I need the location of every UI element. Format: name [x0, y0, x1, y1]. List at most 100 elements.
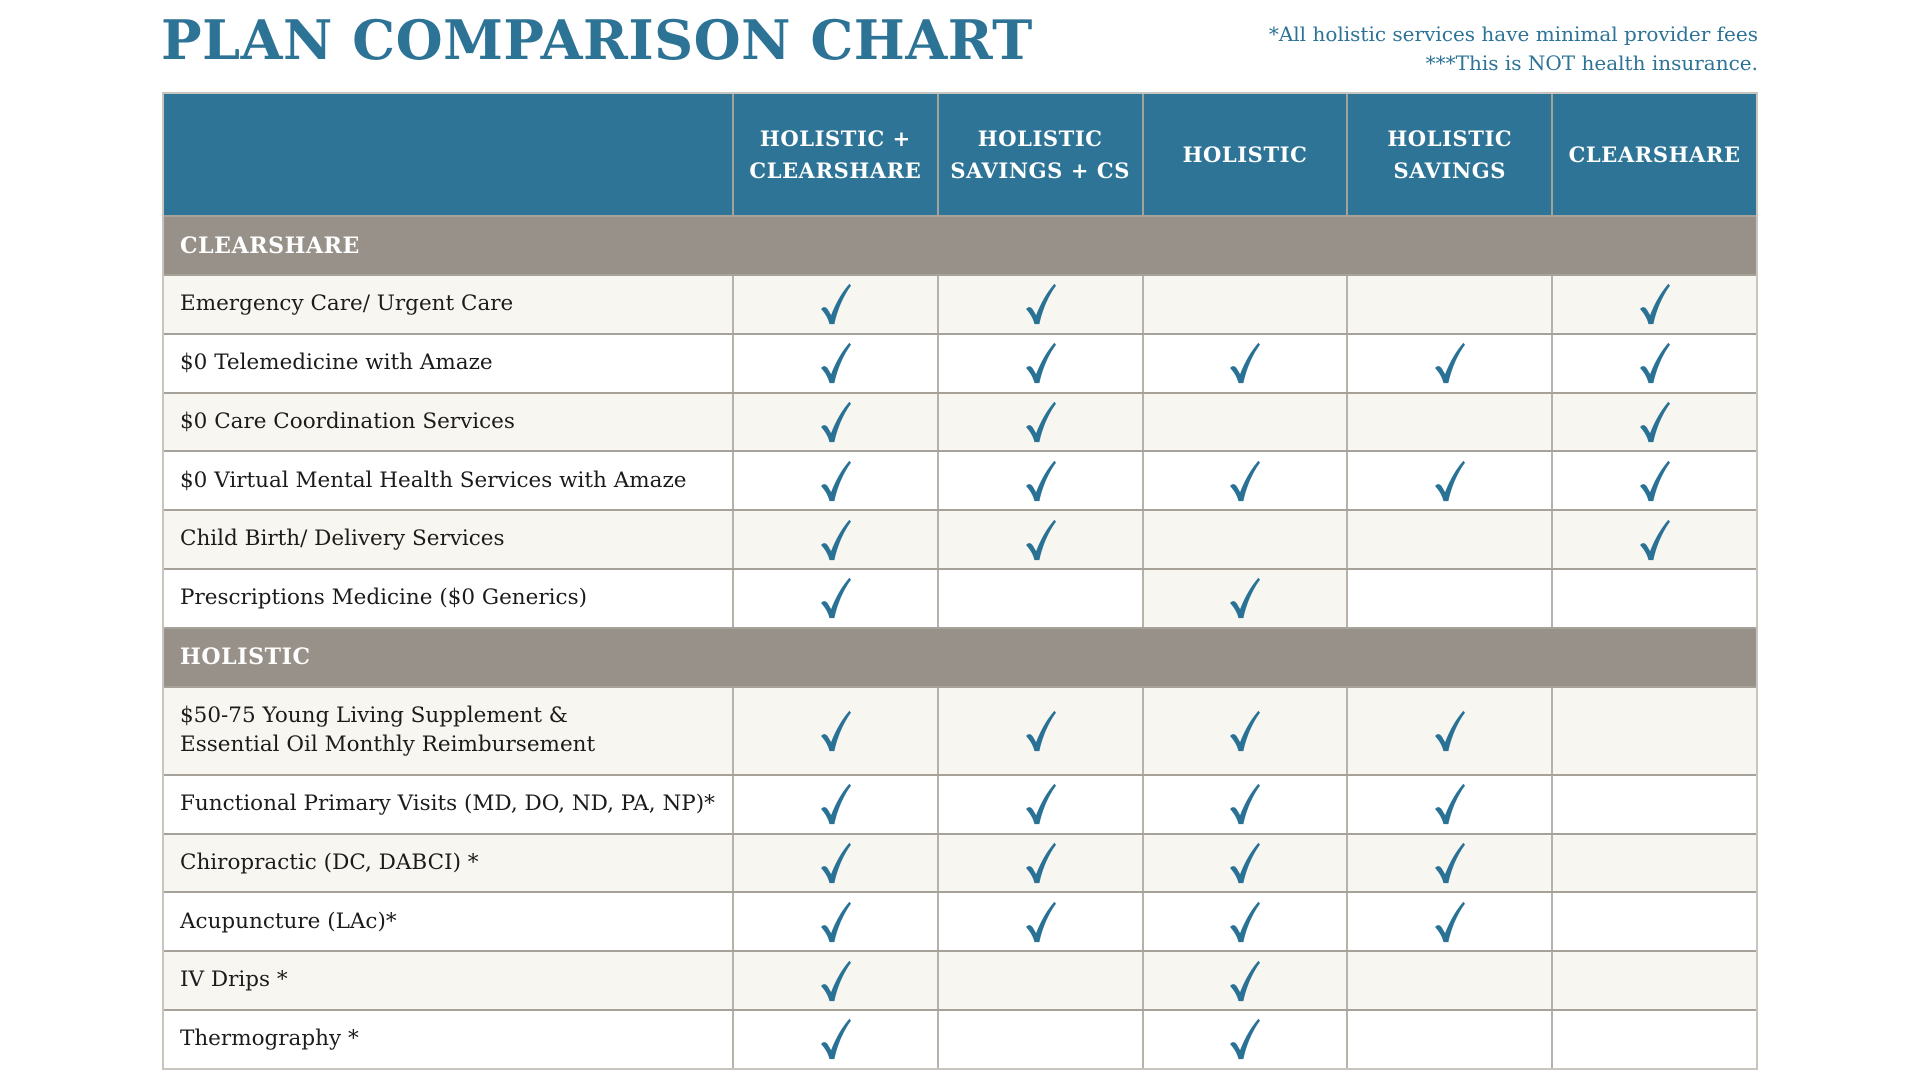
section-header-holistic: HOLISTIC — [164, 626, 1756, 686]
check-cell — [732, 452, 937, 510]
row-label: $0 Care Coordination Services — [180, 408, 515, 434]
check-icon — [1640, 460, 1671, 501]
check-icon — [820, 960, 851, 1001]
check-icon — [820, 284, 851, 325]
check-cell — [936, 569, 1142, 627]
check-icon — [1230, 960, 1261, 1001]
check-cell — [936, 834, 1142, 892]
disclaimer-notes: *All holistic services have minimal prov… — [1269, 20, 1758, 78]
table-row: Chiropractic (DC, DABCI) * — [164, 832, 1756, 892]
check-cell — [936, 334, 1142, 392]
check-cell — [1141, 834, 1347, 892]
check-cell — [1346, 687, 1551, 774]
check-cell — [936, 687, 1142, 774]
check-cell — [732, 1010, 937, 1068]
check-icon — [1435, 901, 1466, 942]
check-icon — [820, 401, 851, 443]
check-cell — [1551, 334, 1756, 392]
row-label: Child Birth/ Delivery Services — [180, 526, 505, 552]
table-row: $0 Telemedicine with Amaze — [164, 332, 1756, 392]
check-icon — [1025, 401, 1056, 443]
check-cell — [732, 834, 937, 892]
check-cell — [936, 452, 1142, 510]
check-cell — [732, 276, 937, 333]
check-icon — [1230, 842, 1261, 884]
check-cell — [732, 687, 937, 774]
row-label: $0 Telemedicine with Amaze — [180, 350, 493, 375]
check-icon — [1230, 342, 1261, 384]
check-icon — [820, 783, 851, 825]
row-label: Prescriptions Medicine ($0 Generics) — [180, 585, 587, 611]
check-icon — [1435, 460, 1466, 501]
table-row: $0 Virtual Mental Health Services with A… — [164, 450, 1756, 510]
column-header-holistic: HOLISTIC — [1141, 94, 1347, 215]
check-icon — [1435, 783, 1466, 825]
section-label: CLEARSHARE — [180, 232, 360, 259]
check-cell — [1551, 511, 1756, 568]
check-cell — [1551, 393, 1756, 451]
table-row: Acupuncture (LAc)* — [164, 891, 1756, 951]
row-label: Functional Primary Visits (MD, DO, ND, P… — [180, 790, 715, 816]
check-cell — [1346, 569, 1551, 627]
table-row: Functional Primary Visits (MD, DO, ND, P… — [164, 773, 1756, 833]
check-cell — [732, 393, 937, 451]
plan-comparison-table: HOLISTIC + CLEARSHARE HOLISTIC SAVINGS + … — [162, 92, 1758, 1070]
row-label: Emergency Care/ Urgent Care — [180, 291, 514, 317]
check-icon — [820, 710, 851, 751]
check-icon — [1230, 1019, 1261, 1060]
check-cell — [936, 511, 1142, 568]
check-cell — [1551, 452, 1756, 510]
check-cell — [936, 952, 1142, 1009]
check-cell — [1141, 775, 1347, 833]
check-cell — [1141, 334, 1347, 392]
check-cell — [1551, 775, 1756, 833]
check-cell — [1141, 276, 1347, 333]
check-cell — [1551, 893, 1756, 951]
check-icon — [820, 460, 851, 501]
check-icon — [1230, 710, 1261, 751]
row-label: Chiropractic (DC, DABCI) * — [180, 849, 479, 875]
check-cell — [1346, 775, 1551, 833]
check-icon — [1230, 783, 1261, 825]
row-label: Acupuncture (LAc)* — [180, 908, 397, 934]
check-icon — [820, 342, 851, 384]
check-cell — [732, 952, 937, 1009]
check-icon — [1640, 519, 1671, 560]
table-row: $0 Care Coordination Services — [164, 391, 1756, 451]
check-cell — [1346, 452, 1551, 510]
note-not-insurance: ***This is NOT health insurance. — [1425, 51, 1758, 75]
check-icon — [820, 578, 851, 619]
check-icon — [1025, 519, 1056, 560]
check-cell — [1141, 511, 1347, 568]
check-cell — [936, 276, 1142, 333]
check-icon — [1025, 710, 1056, 751]
table-row: IV Drips * — [164, 950, 1756, 1009]
column-header-holistic-savings: HOLISTIC SAVINGS — [1346, 94, 1551, 215]
check-icon — [1025, 342, 1056, 384]
note-provider-fees: *All holistic services have minimal prov… — [1268, 22, 1758, 46]
check-cell — [1141, 893, 1347, 951]
check-cell — [1346, 334, 1551, 392]
check-cell — [1346, 511, 1551, 568]
check-cell — [1346, 1010, 1551, 1068]
check-cell — [1346, 952, 1551, 1009]
check-icon — [1640, 401, 1671, 443]
check-cell — [1346, 276, 1551, 333]
check-cell — [732, 775, 937, 833]
check-cell — [732, 569, 937, 627]
check-cell — [1551, 569, 1756, 627]
table-row: Thermography * — [164, 1008, 1756, 1068]
check-cell — [1141, 687, 1347, 774]
table-header-row: HOLISTIC + CLEARSHARE HOLISTIC SAVINGS + … — [164, 94, 1756, 215]
check-icon — [1230, 460, 1261, 501]
column-header-clearshare: CLEARSHARE — [1551, 94, 1756, 215]
table-row: Emergency Care/ Urgent Care — [164, 274, 1756, 333]
check-cell — [1141, 1010, 1347, 1068]
row-label: $50-75 Young Living Supplement & Essenti… — [180, 703, 596, 757]
check-icon — [820, 519, 851, 560]
check-icon — [1230, 578, 1261, 619]
check-icon — [1640, 284, 1671, 325]
check-icon — [1435, 710, 1466, 751]
check-icon — [1025, 460, 1056, 501]
check-cell — [1551, 276, 1756, 333]
